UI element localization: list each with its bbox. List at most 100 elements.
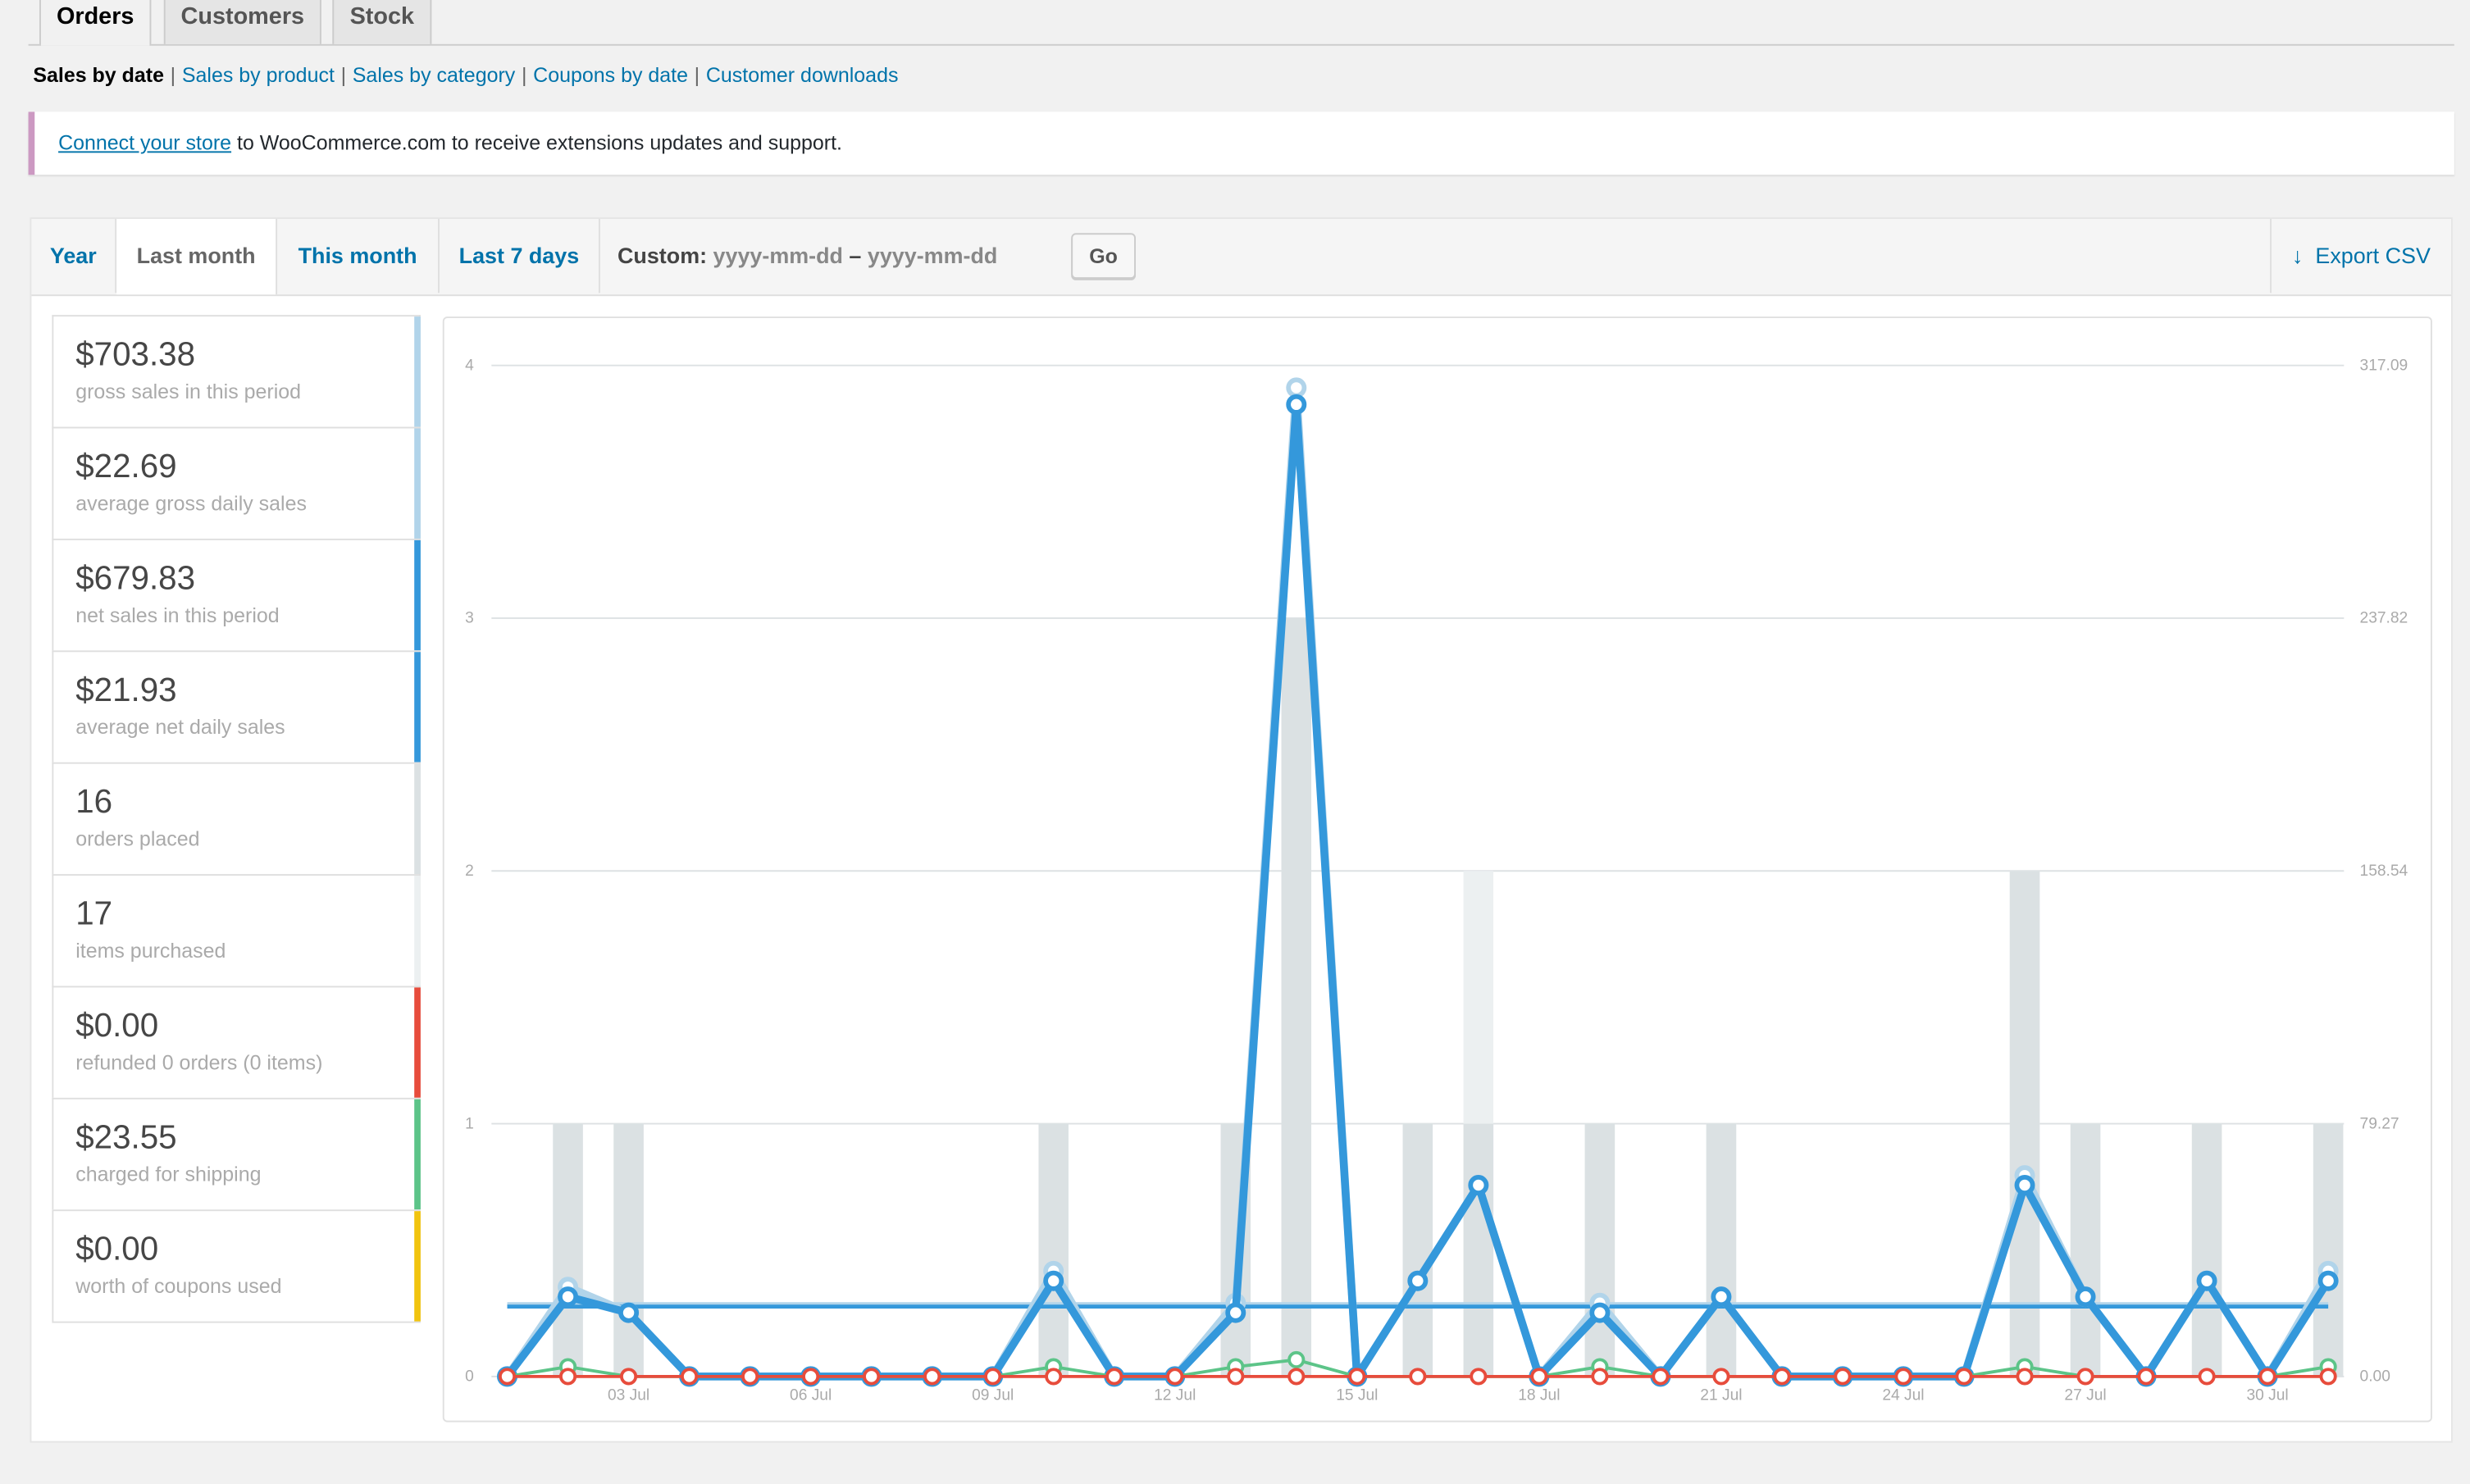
orders-bar: [1584, 1123, 1616, 1377]
range-this-month[interactable]: This month: [277, 219, 440, 294]
subnav-sales-by-date[interactable]: Sales by date: [33, 62, 164, 87]
subnav-sales-by-product[interactable]: Sales by product: [181, 62, 335, 87]
legend-color-bar: [414, 316, 421, 427]
export-csv-button[interactable]: ↓ Export CSV: [2270, 219, 2451, 294]
report-panel: Year Last month This month Last 7 days C…: [30, 217, 2453, 1443]
notice-text: to WooCommerce.com to receive extensions…: [231, 130, 843, 155]
tab-stock[interactable]: Stock: [332, 0, 432, 44]
refunds-point: [2319, 1368, 2337, 1386]
shipping-point: [1287, 1350, 1306, 1369]
legend-amount: $679.83: [75, 560, 196, 598]
range-toolbar: Year Last month This month Last 7 days C…: [31, 219, 2451, 297]
legend-color-bar: [414, 876, 421, 986]
x-axis-tick: 21 Jul: [1700, 1387, 1742, 1404]
go-button[interactable]: Go: [1071, 233, 1136, 280]
refunds-point: [1287, 1368, 1306, 1386]
x-axis-tick: 15 Jul: [1336, 1387, 1378, 1404]
custom-separator: –: [849, 242, 862, 268]
refunds-point: [681, 1368, 699, 1386]
refunds-point: [2137, 1368, 2155, 1386]
left-axis-tick: 1: [465, 1115, 474, 1132]
net-point: [2196, 1270, 2217, 1291]
refunds-point: [498, 1368, 517, 1386]
refunds-point: [802, 1368, 820, 1386]
right-axis-tick: 0.00: [2360, 1368, 2390, 1386]
orders-bar: [2313, 1123, 2344, 1377]
net-point: [618, 1302, 640, 1323]
custom-to-input[interactable]: yyyy-mm-dd: [867, 242, 998, 268]
left-axis-tick: 4: [465, 357, 474, 374]
net-point: [1711, 1286, 1732, 1308]
refunds-point: [1105, 1368, 1123, 1386]
range-last-7-days[interactable]: Last 7 days: [440, 219, 600, 294]
sales-chart-svg: 0 0.00 1 79.27 2 158.54 3 237.82 4 317.09 03 Jul 06…: [465, 357, 2408, 1404]
range-year[interactable]: Year: [31, 219, 117, 294]
refunds-point: [1470, 1368, 1488, 1386]
legend-label: net sales in this period: [75, 603, 280, 627]
legend-color-bar: [414, 652, 421, 762]
range-last-month[interactable]: Last month: [116, 219, 278, 295]
custom-from-input[interactable]: yyyy-mm-dd: [713, 242, 843, 268]
legend-label: average net daily sales: [75, 715, 285, 739]
net-point: [1589, 1302, 1611, 1323]
refunds-point: [1591, 1368, 1609, 1386]
left-axis-tick: 3: [465, 610, 474, 627]
legend-label: items purchased: [75, 938, 226, 963]
legend-color-bar: [414, 987, 421, 1098]
refunds-point: [923, 1368, 941, 1386]
refunds-point: [863, 1368, 881, 1386]
tab-orders[interactable]: Orders: [39, 0, 152, 46]
refunds-point: [741, 1368, 759, 1386]
right-axis-tick: 158.54: [2360, 863, 2408, 880]
net-point: [1043, 1270, 1064, 1291]
refunds-point: [1530, 1368, 1548, 1386]
refunds-point: [2198, 1368, 2216, 1386]
legend-refunds[interactable]: $0.00 refunded 0 orders (0 items): [52, 986, 421, 1098]
legend-amount: $0.00: [75, 1231, 159, 1268]
legend-amount: 17: [75, 896, 113, 933]
legend-average-net[interactable]: $21.93 average net daily sales: [52, 650, 421, 762]
legend-shipping[interactable]: $23.55 charged for shipping: [52, 1097, 421, 1210]
connect-store-notice: Connect your store to WooCommerce.com to…: [28, 112, 2454, 175]
tab-customers[interactable]: Customers: [163, 0, 321, 44]
left-axis-tick: 0: [465, 1368, 474, 1386]
legend-label: average gross daily sales: [75, 491, 308, 516]
legend-average-gross[interactable]: $22.69 average gross daily sales: [52, 426, 421, 539]
x-axis-tick: 12 Jul: [1154, 1387, 1196, 1404]
legend-label: worth of coupons used: [75, 1274, 282, 1298]
connect-store-link[interactable]: Connect your store: [58, 130, 232, 155]
net-point: [1225, 1302, 1246, 1323]
refunds-point: [1166, 1368, 1184, 1386]
nav-tab-divider: [28, 43, 2454, 46]
subnav-sales-by-category[interactable]: Sales by category: [352, 62, 516, 87]
x-axis-tick: 18 Jul: [1518, 1387, 1560, 1404]
chart-legend: $703.38 gross sales in this period $22.69…: [52, 315, 421, 1323]
refunds-point: [1652, 1368, 1670, 1386]
refunds-point: [1409, 1368, 1427, 1386]
legend-orders[interactable]: 16 orders placed: [52, 762, 421, 875]
refunds-point: [1227, 1368, 1245, 1386]
orders-bar: [1706, 1123, 1737, 1377]
orders-bar: [1402, 1123, 1433, 1377]
legend-net-sales[interactable]: $679.83 net sales in this period: [52, 538, 421, 651]
left-axis-tick: 2: [465, 863, 474, 880]
orders-bar: [2191, 1123, 2222, 1377]
x-axis-tick: 24 Jul: [1882, 1387, 1924, 1404]
legend-label: gross sales in this period: [75, 379, 302, 403]
legend-coupons[interactable]: $0.00 worth of coupons used: [52, 1209, 421, 1323]
legend-color-bar: [414, 539, 421, 651]
legend-items[interactable]: 17 items purchased: [52, 874, 421, 986]
report-subnav: Sales by date | Sales by product | Sales by …: [33, 62, 899, 87]
legend-gross-sales[interactable]: $703.38 gross sales in this period: [52, 315, 421, 427]
orders-bar: [1281, 617, 1312, 1377]
net-point: [1468, 1175, 1489, 1196]
right-axis-tick: 237.82: [2360, 610, 2408, 627]
net-point: [2075, 1286, 2096, 1308]
refunds-point: [1773, 1368, 1791, 1386]
custom-range: Custom: yyyy-mm-dd – yyyy-mm-dd: [600, 219, 997, 293]
subnav-customer-downloads[interactable]: Customer downloads: [705, 62, 899, 87]
subnav-coupons-by-date[interactable]: Coupons by date: [533, 62, 688, 87]
net-point: [2317, 1270, 2339, 1291]
legend-amount: $21.93: [75, 672, 177, 709]
